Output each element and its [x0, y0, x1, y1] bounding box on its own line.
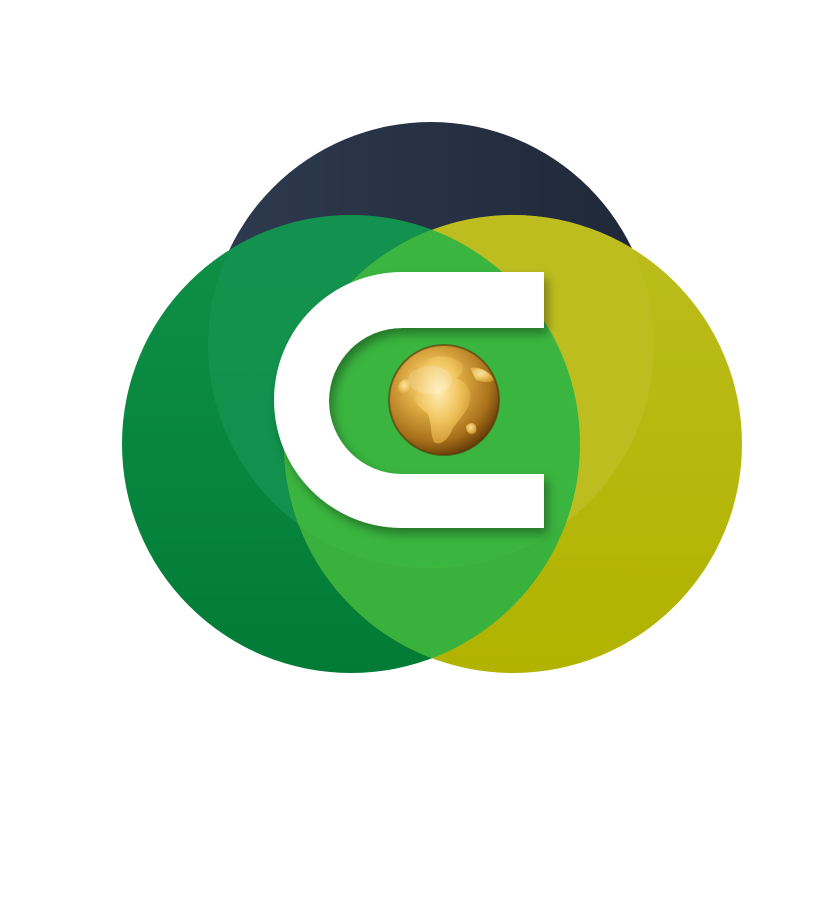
triple-overlap	[284, 215, 580, 568]
letter-c-mark	[274, 272, 544, 528]
globe-icon	[388, 344, 500, 456]
